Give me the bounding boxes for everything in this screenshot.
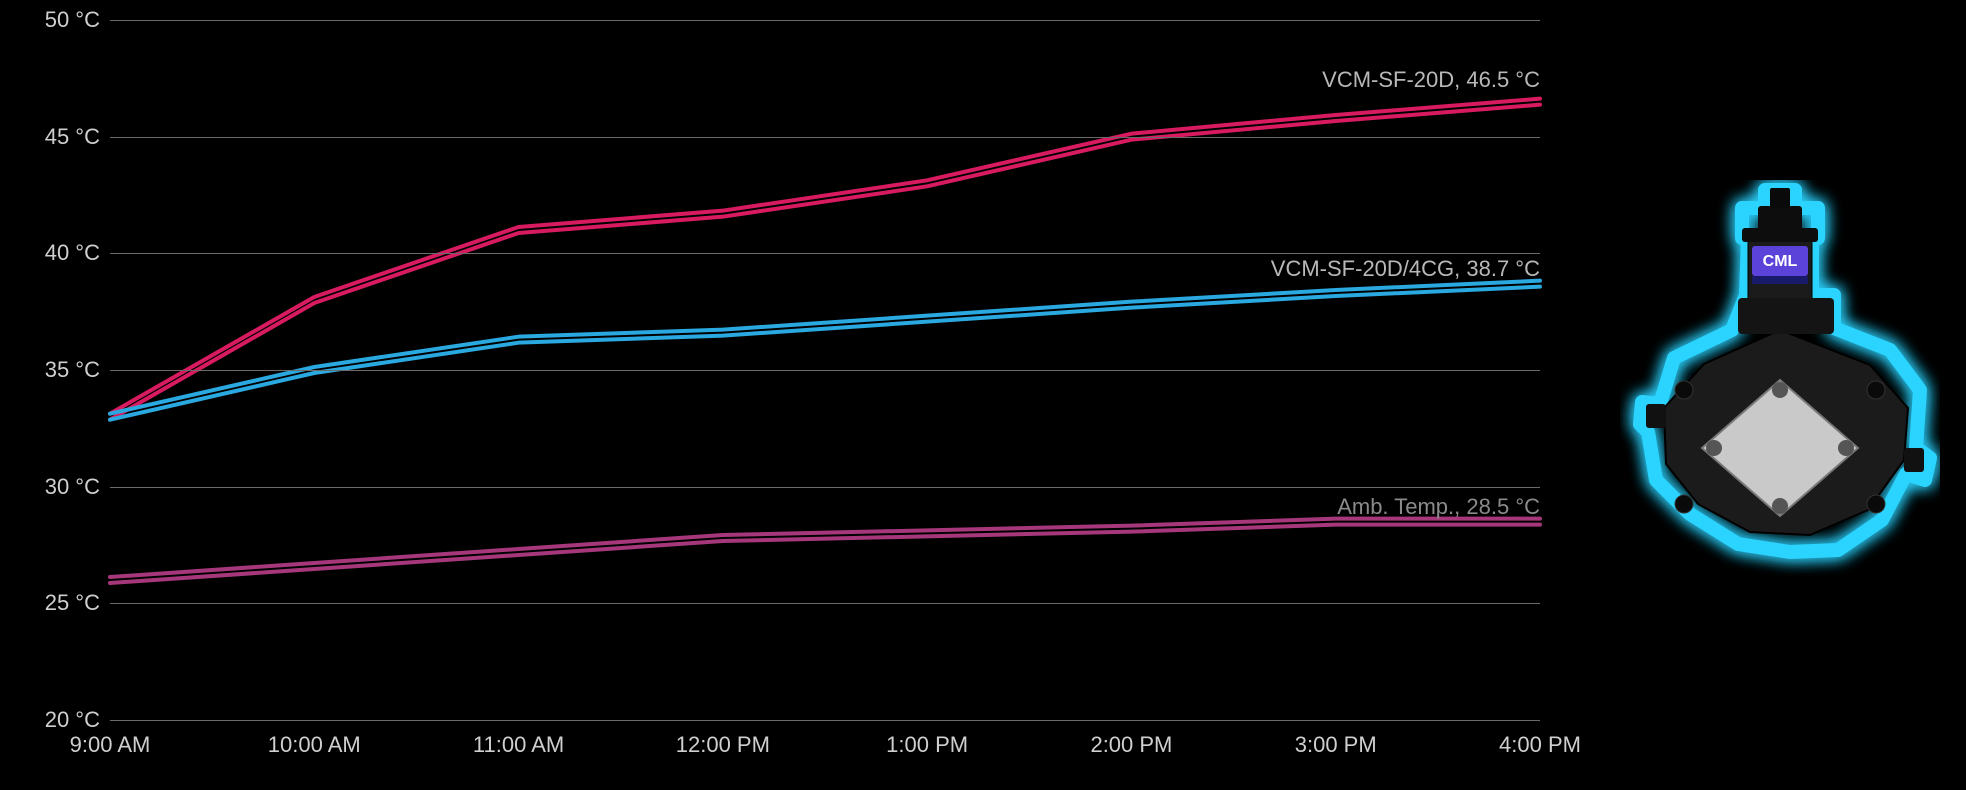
x-axis-tick-label: 4:00 PM (1499, 732, 1581, 758)
y-axis-tick-label: 40 °C (45, 240, 100, 266)
series-line-vcm20d4cg (110, 287, 1540, 420)
device-screw (1772, 498, 1788, 514)
device-illustration: CML (1620, 180, 1940, 580)
series-end-label-vcm20d: VCM-SF-20D, 46.5 °C (1322, 67, 1540, 93)
y-gridline (110, 253, 1540, 254)
series-end-label-vcm20d4cg: VCM-SF-20D/4CG, 38.7 °C (1271, 256, 1540, 282)
y-gridline (110, 603, 1540, 604)
device-collar (1742, 228, 1818, 242)
y-axis-tick-label: 20 °C (45, 707, 100, 733)
x-axis-tick-label: 9:00 AM (70, 732, 151, 758)
x-axis-tick-label: 10:00 AM (268, 732, 361, 758)
x-axis-tick-label: 12:00 PM (676, 732, 770, 758)
y-gridline (110, 20, 1540, 21)
device-bolt (1675, 381, 1693, 399)
device-port-left (1646, 404, 1666, 428)
y-axis-tick-label: 35 °C (45, 357, 100, 383)
device-topbolt (1770, 188, 1790, 208)
device-badge-subbar (1752, 276, 1808, 284)
y-gridline (110, 370, 1540, 371)
device-topcap (1758, 206, 1802, 230)
y-gridline (110, 487, 1540, 488)
y-axis-tick-label: 25 °C (45, 590, 100, 616)
device-badge-label: CML (1763, 253, 1798, 270)
y-gridline (110, 137, 1540, 138)
stage: 20 °C 25 °C 30 °C 35 °C 40 °C 45 °C 50 °C 9:00 … (0, 0, 1966, 790)
y-gridline (110, 720, 1540, 721)
x-axis-tick-label: 1:00 PM (886, 732, 968, 758)
device-screw (1838, 440, 1854, 456)
device-port-right (1904, 448, 1924, 472)
device-bolt (1867, 381, 1885, 399)
y-axis-tick-label: 30 °C (45, 474, 100, 500)
x-axis-tick-label: 11:00 AM (473, 732, 564, 758)
x-axis-tick-label: 2:00 PM (1090, 732, 1172, 758)
device-screw (1772, 382, 1788, 398)
y-axis-tick-label: 45 °C (45, 124, 100, 150)
x-axis-tick-label: 3:00 PM (1295, 732, 1377, 758)
temperature-line-chart: 20 °C 25 °C 30 °C 35 °C 40 °C 45 °C 50 °C 9:00 … (0, 0, 1580, 790)
device-bolt (1867, 495, 1885, 513)
device-bolt (1675, 495, 1693, 513)
y-axis-tick-label: 50 °C (45, 7, 100, 33)
pump-device-svg: CML (1620, 180, 1940, 580)
series-end-label-ambient: Amb. Temp., 28.5 °C (1337, 494, 1540, 520)
chart-plot-area: 20 °C25 °C30 °C35 °C40 °C45 °C50 °C9:00 … (110, 20, 1540, 720)
device-shoulder (1738, 298, 1834, 334)
device-screw (1706, 440, 1722, 456)
